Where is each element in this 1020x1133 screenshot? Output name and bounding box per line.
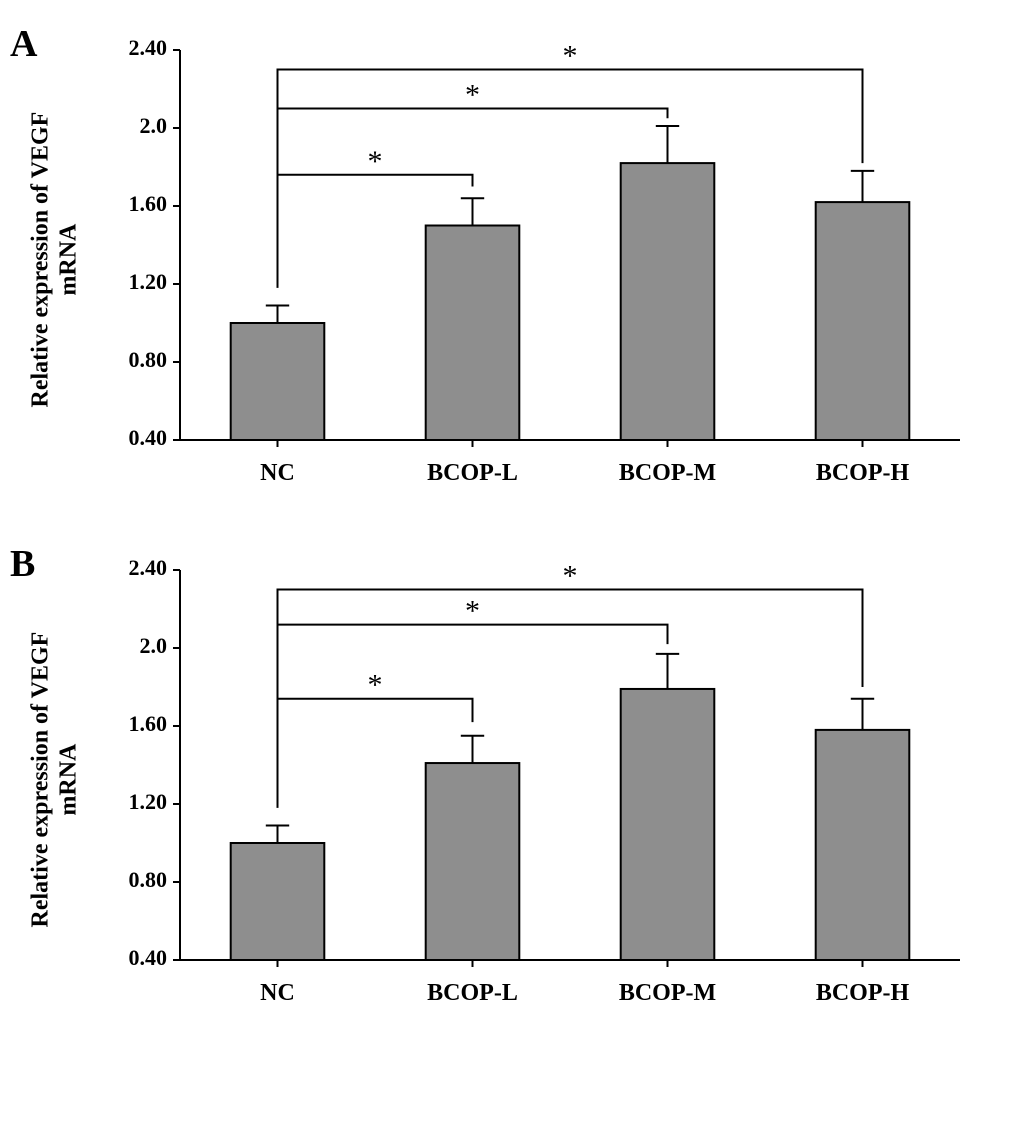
panel-b: B Relative expression of VEGF mRNA 0.400… bbox=[10, 540, 1010, 1020]
svg-text:BCOP-H: BCOP-H bbox=[816, 980, 910, 1006]
svg-text:2.0: 2.0 bbox=[140, 113, 168, 138]
svg-text:BCOP-H: BCOP-H bbox=[816, 460, 910, 486]
svg-text:*: * bbox=[465, 595, 480, 628]
panel-b-svg-col: 0.40 0.80 1.20 1.60 2.0 2.40 NC BCOP-L BCOP-M BCO… bbox=[100, 540, 980, 1020]
svg-text:*: * bbox=[563, 560, 578, 593]
svg-text:NC: NC bbox=[260, 980, 295, 1006]
svg-text:1.60: 1.60 bbox=[129, 711, 168, 736]
svg-text:2.40: 2.40 bbox=[129, 555, 168, 580]
panel-b-ylabel-line2: mRNA bbox=[55, 744, 81, 816]
svg-text:BCOP-L: BCOP-L bbox=[427, 460, 518, 486]
panel-a-chart-row: Relative expression of VEGF mRNA 0.40 0.8… bbox=[10, 20, 1010, 500]
svg-text:*: * bbox=[368, 669, 383, 702]
panel-a-ylabel: Relative expression of VEGF mRNA bbox=[27, 112, 82, 408]
svg-text:1.60: 1.60 bbox=[129, 191, 168, 216]
svg-text:NC: NC bbox=[260, 460, 295, 486]
panel-b-ylabel-line1: Relative expression of VEGF bbox=[27, 632, 53, 928]
panel-a-svg: 0.40 0.80 1.20 1.60 2.0 2.40 NC BCOP-L BCOP-M BCO… bbox=[100, 20, 980, 500]
svg-text:0.80: 0.80 bbox=[129, 867, 168, 892]
panel-a-ylabel-line2: mRNA bbox=[55, 224, 81, 296]
figure-container: A Relative expression of VEGF mRNA 0.400… bbox=[0, 0, 1020, 1080]
svg-text:2.40: 2.40 bbox=[129, 35, 168, 60]
svg-text:0.80: 0.80 bbox=[129, 347, 168, 372]
panel-a-ylabel-col: Relative expression of VEGF mRNA bbox=[10, 20, 100, 500]
svg-text:0.40: 0.40 bbox=[129, 945, 168, 970]
panel-a: A Relative expression of VEGF mRNA 0.400… bbox=[10, 20, 1010, 500]
svg-text:1.20: 1.20 bbox=[129, 269, 168, 294]
panel-b-svg: 0.40 0.80 1.20 1.60 2.0 2.40 NC BCOP-L BCOP-M BCO… bbox=[100, 540, 980, 1020]
panel-b-chart-row: Relative expression of VEGF mRNA 0.40 0.8… bbox=[10, 540, 1010, 1020]
panel-b-ylabel-col: Relative expression of VEGF mRNA bbox=[10, 540, 100, 1020]
svg-text:1.20: 1.20 bbox=[129, 789, 168, 814]
svg-text:*: * bbox=[465, 79, 480, 112]
svg-text:BCOP-M: BCOP-M bbox=[619, 980, 716, 1006]
svg-text:2.0: 2.0 bbox=[140, 633, 168, 658]
svg-text:BCOP-L: BCOP-L bbox=[427, 980, 518, 1006]
panel-b-label: B bbox=[10, 542, 35, 586]
panel-a-ylabel-line1: Relative expression of VEGF bbox=[27, 112, 53, 408]
panel-a-label: A bbox=[10, 22, 37, 66]
svg-text:0.40: 0.40 bbox=[129, 425, 168, 450]
panel-a-svg-col: 0.40 0.80 1.20 1.60 2.0 2.40 NC BCOP-L BCOP-M BCO… bbox=[100, 20, 980, 500]
svg-text:*: * bbox=[563, 40, 578, 73]
panel-b-ylabel: Relative expression of VEGF mRNA bbox=[27, 632, 82, 928]
svg-text:*: * bbox=[368, 145, 383, 178]
svg-text:BCOP-M: BCOP-M bbox=[619, 460, 716, 486]
